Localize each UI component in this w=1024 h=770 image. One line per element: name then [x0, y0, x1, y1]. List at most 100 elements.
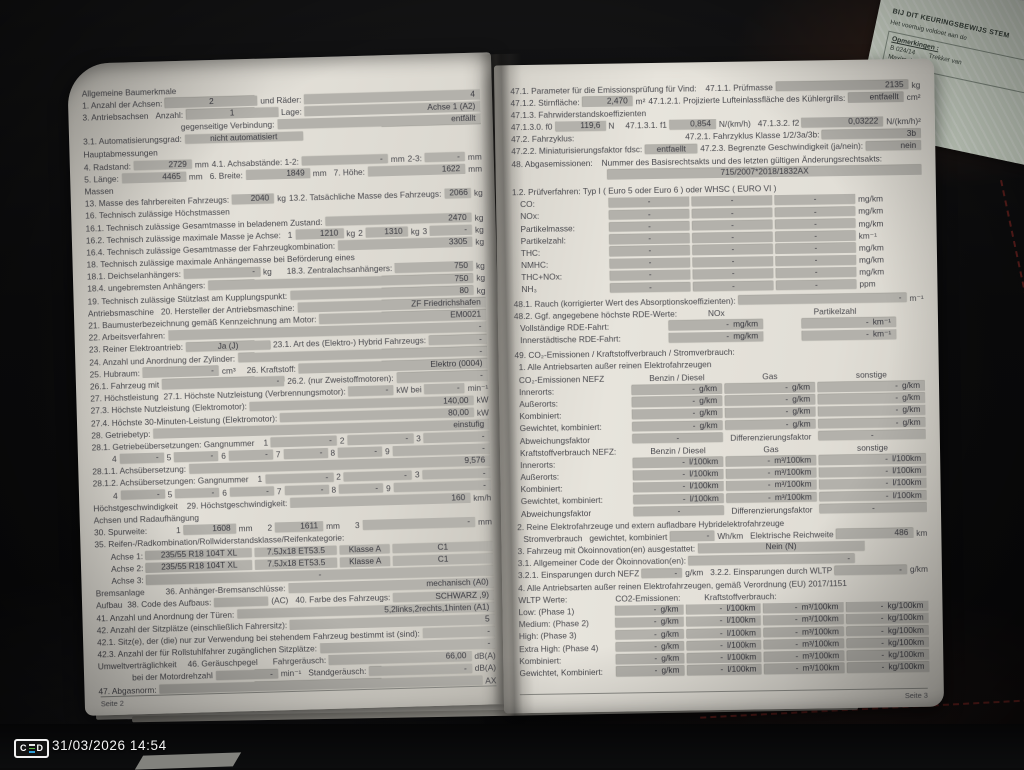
- field-value: 750: [395, 261, 474, 274]
- field-label: 26.1. Fahrzeug mit: [89, 379, 160, 392]
- field-label: Aufbau: [95, 600, 123, 611]
- field-label: Gas: [763, 443, 779, 455]
- field-value: - g/km: [632, 420, 723, 432]
- field-label: kg: [474, 224, 484, 235]
- field-label: 47.1.3.0. f0: [510, 121, 553, 133]
- field-label: mg/km: [859, 266, 885, 278]
- field-label: kW: [476, 406, 489, 418]
- field-label: 18.1. Deichselanhängers:: [86, 269, 182, 282]
- field-value: -: [609, 257, 691, 269]
- field-value: 1622: [367, 163, 466, 177]
- coc-page-right-content: 47.1. Parameter für die Emissionsprüfung…: [494, 59, 944, 714]
- field-label: 4. Radstand:: [83, 160, 132, 173]
- field-label: CO₂-Emissionen NEFZ: [518, 373, 605, 385]
- field-value: -: [693, 268, 774, 280]
- field-value: - l/100km: [819, 490, 927, 502]
- field-label: Höchstgeschwindigkeit: [93, 500, 178, 514]
- field-label: kg: [474, 211, 484, 223]
- field-value: -: [692, 232, 773, 243]
- field-label: 47.1.3.1. f1: [625, 119, 668, 131]
- field-label: 30. Spurweite:: [93, 526, 148, 538]
- field-value: -: [689, 553, 856, 566]
- field-value: -: [369, 663, 472, 677]
- field-label: N/(km/h): [718, 118, 751, 130]
- field-label: kW bei: [396, 384, 422, 396]
- field-value: 235/55 R18 104T XL: [145, 547, 253, 561]
- field-value: - g/km: [725, 406, 816, 418]
- field-label: 22. Arbeitsverfahren:: [88, 330, 166, 343]
- field-value: -: [692, 219, 773, 231]
- field-label: 48.2. Ggf. angegebene höchste RDE-Werte:: [513, 308, 678, 321]
- field-value: -: [738, 292, 907, 306]
- field-value: -: [422, 468, 491, 480]
- field-label: 3: [416, 433, 421, 444]
- field-label: g/km: [909, 564, 928, 575]
- field-label: Massen: [84, 185, 114, 197]
- field-value: - kg/100km: [847, 661, 930, 673]
- field-label: WLTP Werte:: [518, 594, 568, 606]
- field-label: 9: [385, 482, 391, 493]
- field-label: 47.2.2. Miniaturisierungsfaktor fdsc:: [511, 144, 643, 157]
- field-value: -: [215, 669, 278, 681]
- field-value: Klasse A: [340, 556, 391, 568]
- field-label: Abweichungsfaktor: [519, 434, 591, 446]
- field-value: -: [610, 269, 691, 281]
- field-value: -: [183, 267, 261, 279]
- field-value: - km⁻¹: [801, 317, 897, 329]
- field-value: - kg/100km: [846, 625, 929, 637]
- field-label: 46. Geräuschpegel: [187, 657, 258, 670]
- field-value: - m³/100km: [726, 455, 817, 467]
- field-value: C1: [392, 541, 493, 554]
- field-label: Partikelzahl:: [520, 235, 566, 246]
- field-label: kg: [346, 227, 356, 239]
- field-value: 2066: [444, 188, 472, 199]
- field-label: km/h: [473, 492, 492, 503]
- field-label: 3.1. Automatisierungsgrad:: [83, 134, 182, 147]
- field-value: 2,470: [582, 96, 633, 107]
- field-label: Anzahl:: [155, 109, 184, 121]
- field-label: sonstige: [855, 368, 887, 380]
- field-label: 1: [175, 525, 181, 536]
- field-label: 1: [287, 229, 293, 240]
- field-value: -: [348, 385, 394, 397]
- field-label: 3. Antriebsachsen: [82, 110, 149, 123]
- field-label: mm: [194, 158, 209, 170]
- field-value: nein: [865, 140, 922, 151]
- field-label: 27. Höchstleistung: [90, 391, 159, 404]
- field-value: -: [265, 472, 334, 484]
- field-value: -: [229, 486, 274, 498]
- field-value: -: [228, 449, 273, 461]
- field-value: 119,6: [555, 121, 606, 132]
- field-value: -: [775, 194, 856, 206]
- field-label: 47.2. Fahrzyklus:: [511, 133, 575, 145]
- field-value: -: [283, 448, 328, 460]
- field-label: Elektrische Reichweite: [750, 529, 834, 541]
- logo-letter-d: D: [36, 743, 44, 753]
- field-label: Gewichtet, kombiniert:: [520, 495, 603, 507]
- field-value: - m³/100km: [726, 492, 817, 504]
- field-value: 1: [185, 107, 279, 120]
- field-label: 3: [354, 520, 360, 531]
- field-label: 48. Abgasemissionen:: [511, 157, 593, 169]
- field-label: High: (Phase 3): [518, 630, 577, 642]
- field-value: SCHWARZ ,9): [393, 589, 495, 603]
- field-label: cm³: [221, 365, 236, 376]
- field-value: nicht automatisiert: [184, 130, 303, 144]
- ced-logo: C D: [14, 739, 49, 758]
- field-label: Außerorts:: [520, 471, 560, 483]
- field-value: [214, 596, 269, 608]
- field-value: - kg/100km: [846, 600, 929, 612]
- field-label: (AC): [271, 595, 289, 606]
- field-value: -: [775, 242, 856, 254]
- field-value: - l/100km: [819, 453, 927, 466]
- field-value: - l/100km: [633, 493, 724, 505]
- field-label: mm: [467, 151, 482, 162]
- field-label: mm: [188, 171, 203, 182]
- field-value: -: [610, 282, 691, 293]
- field-label: kg: [475, 260, 485, 271]
- field-value: - kg/100km: [846, 613, 929, 625]
- field-label: m⁻¹: [909, 292, 924, 303]
- field-value: - l/100km: [819, 478, 927, 490]
- field-value: - kg/100km: [846, 637, 930, 649]
- field-label: 4: [112, 490, 118, 501]
